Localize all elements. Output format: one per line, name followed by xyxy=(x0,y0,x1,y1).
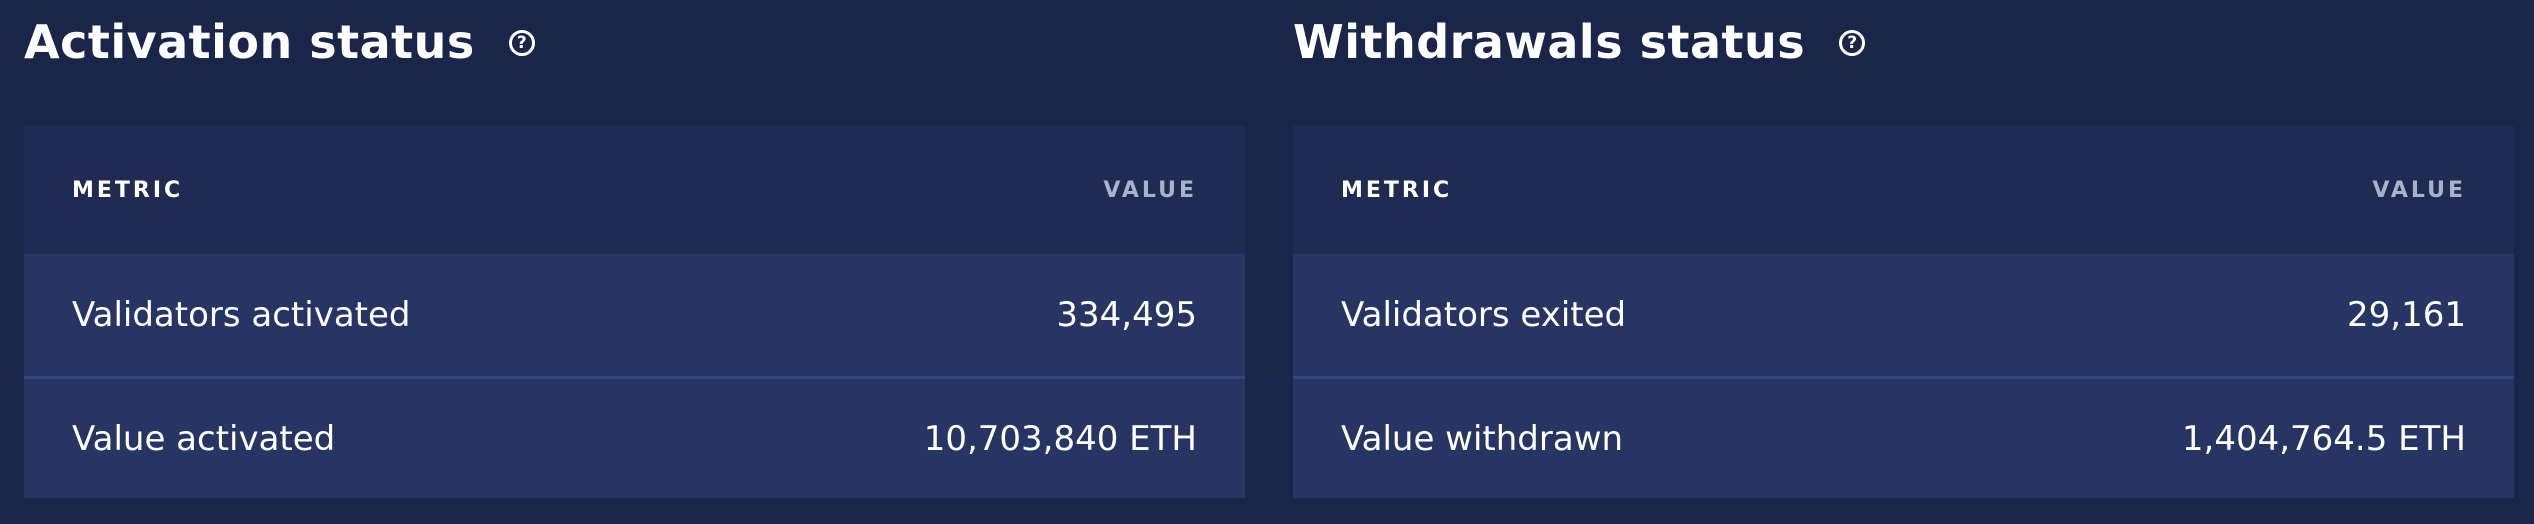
activation-metric-column-header: METRIC xyxy=(72,177,184,203)
withdrawals-table-header: METRIC VALUE xyxy=(1293,126,2514,254)
table-row: Validators activated 334,495 xyxy=(24,254,1245,376)
metric-value: 10,703,840 ETH xyxy=(923,418,1197,459)
withdrawals-help-icon[interactable]: ? xyxy=(1839,30,1866,56)
table-row: Value withdrawn 1,404,764.5 ETH xyxy=(1293,376,2514,498)
withdrawals-status-panel: Withdrawals status ? METRIC VALUE Valida… xyxy=(1293,0,2514,498)
metric-label: Validators exited xyxy=(1341,295,1627,335)
withdrawals-value-column-header: VALUE xyxy=(2372,177,2466,203)
activation-status-table: METRIC VALUE Validators activated 334,49… xyxy=(24,126,1245,498)
metric-value: 1,404,764.5 ETH xyxy=(2181,418,2466,459)
withdrawals-status-table: METRIC VALUE Validators exited 29,161 Va… xyxy=(1293,126,2514,498)
metric-value: 334,495 xyxy=(1056,295,1197,335)
activation-help-icon[interactable]: ? xyxy=(508,30,535,56)
withdrawals-status-heading: Withdrawals status ? xyxy=(1293,0,2514,84)
activation-value-column-header: VALUE xyxy=(1103,177,1197,203)
metric-label: Validators activated xyxy=(72,295,411,335)
metric-value: 29,161 xyxy=(2347,295,2466,335)
withdrawals-metric-column-header: METRIC xyxy=(1341,177,1453,203)
activation-status-heading: Activation status ? xyxy=(24,0,1245,84)
table-row: Value activated 10,703,840 ETH xyxy=(24,376,1245,498)
metric-label: Value activated xyxy=(72,418,336,459)
metric-label: Value withdrawn xyxy=(1341,418,1624,459)
withdrawals-status-title: Withdrawals status xyxy=(1293,15,1806,69)
activation-status-title: Activation status xyxy=(24,15,475,69)
activation-status-panel: Activation status ? METRIC VALUE Validat… xyxy=(24,0,1245,498)
table-row: Validators exited 29,161 xyxy=(1293,254,2514,376)
activation-table-header: METRIC VALUE xyxy=(24,126,1245,254)
